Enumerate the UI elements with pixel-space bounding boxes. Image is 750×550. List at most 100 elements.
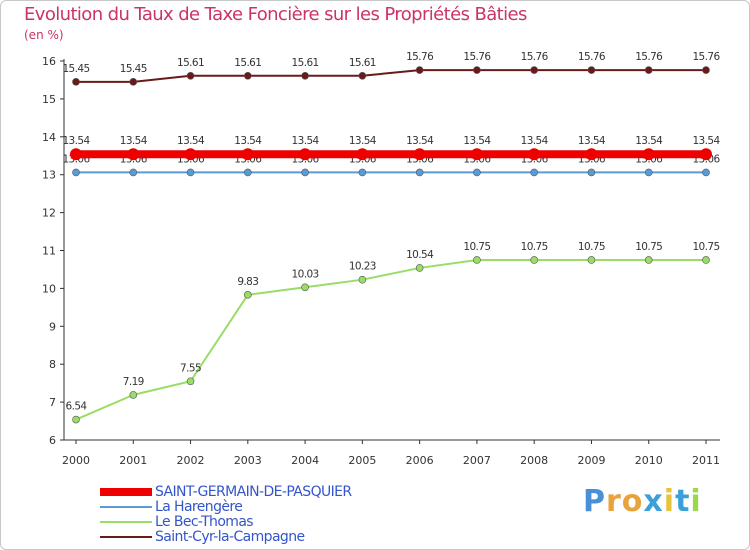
x-tick-label: 2001 (119, 454, 147, 467)
data-point (415, 168, 424, 177)
data-point (530, 168, 538, 177)
logo-letter: x (643, 484, 664, 519)
x-tick-label: 2003 (234, 454, 262, 467)
data-point (473, 66, 481, 74)
data-point (241, 148, 254, 161)
data-label: 10.75 (692, 241, 719, 253)
data-label: 13.54 (234, 135, 262, 147)
data-point (72, 168, 80, 177)
data-point (702, 168, 710, 177)
data-label: 13.54 (177, 135, 205, 147)
x-tick-label: 2007 (463, 454, 491, 467)
x-tick-label: 2004 (291, 454, 319, 467)
data-point (301, 283, 309, 292)
y-tick-label: 15 (42, 93, 56, 106)
data-point (530, 256, 538, 264)
data-point (530, 66, 538, 74)
y-tick-label: 14 (42, 131, 56, 144)
y-tick-label: 9 (49, 320, 56, 333)
x-tick-label: 2006 (406, 454, 434, 467)
legend-swatch (100, 488, 152, 496)
data-label: 15.76 (463, 51, 491, 63)
logo-letter: i (690, 484, 702, 519)
legend-label: Le Bec-Thomas (155, 514, 254, 530)
data-point (129, 391, 138, 399)
logo-letter: r (606, 484, 622, 519)
data-point (129, 168, 138, 177)
data-point (244, 168, 252, 177)
logo-letter: o (621, 484, 644, 519)
data-point (644, 168, 653, 177)
data-point (184, 148, 197, 161)
data-point (473, 168, 481, 177)
legend-swatch (100, 521, 152, 523)
series-line (75, 258, 706, 421)
legend-label: Saint-Cyr-la-Campagne (155, 529, 305, 545)
x-tick-label: 2008 (520, 454, 548, 467)
data-label: 10.75 (521, 241, 548, 253)
data-point (644, 66, 653, 74)
data-label: 15.45 (120, 63, 147, 75)
legend-label: SAINT-GERMAIN-DE-PASQUIER (155, 484, 352, 500)
data-label: 9.83 (237, 276, 258, 288)
series-line (76, 69, 706, 83)
data-point (356, 148, 369, 161)
data-point (587, 168, 596, 177)
y-tick-label: 8 (49, 358, 56, 371)
data-point (72, 415, 80, 424)
data-label: 10.75 (578, 241, 605, 253)
data-label: 15.76 (406, 51, 434, 63)
data-point (299, 148, 312, 161)
data-point (644, 256, 653, 264)
data-label: 13.54 (406, 135, 434, 147)
data-point (301, 168, 309, 177)
data-label: 15.76 (578, 51, 606, 63)
data-point (301, 71, 309, 80)
x-tick-label: 2000 (62, 454, 90, 467)
chart-title: Evolution du Taux de Taxe Foncière sur l… (24, 4, 527, 25)
data-label: 7.19 (123, 376, 144, 388)
data-point (70, 148, 82, 161)
data-point (129, 78, 138, 86)
data-point (528, 148, 541, 161)
data-point (358, 275, 367, 284)
data-label: 15.45 (62, 63, 89, 75)
data-label: 13.54 (463, 135, 491, 147)
data-point (127, 148, 140, 161)
logo-letter: t (675, 484, 691, 519)
data-point (415, 264, 424, 272)
data-point (587, 66, 596, 74)
data-label: 13.54 (692, 135, 720, 147)
y-tick-label: 16 (42, 55, 56, 68)
y-tick-label: 11 (42, 245, 56, 258)
unit-label: (en %) (24, 28, 64, 42)
logo-letter: P (583, 484, 606, 519)
x-tick-label: 2002 (177, 454, 205, 467)
data-point (473, 256, 481, 264)
data-label: 7.55 (180, 362, 201, 374)
y-tick-label: 13 (42, 169, 56, 182)
data-label: 15.61 (234, 57, 261, 69)
legend-swatch (100, 536, 152, 538)
data-point (585, 148, 598, 161)
data-point (702, 256, 710, 264)
data-label: 15.61 (177, 57, 204, 69)
data-point (244, 71, 252, 80)
y-tick-label: 6 (49, 434, 56, 447)
data-label: 6.54 (66, 401, 88, 413)
data-label: 10.23 (349, 261, 376, 273)
data-label: 13.54 (62, 135, 90, 147)
legend-label: La Harengère (155, 499, 243, 515)
y-tick-label: 12 (42, 207, 56, 220)
data-label: 13.54 (349, 135, 377, 147)
data-label: 13.54 (292, 135, 320, 147)
data-label: 13.54 (120, 135, 148, 147)
data-label: 10.75 (635, 241, 662, 253)
x-tick-label: 2009 (577, 454, 605, 467)
data-point (413, 148, 426, 161)
data-point (244, 291, 252, 299)
y-tick-label: 7 (49, 396, 56, 409)
data-label: 13.54 (521, 135, 549, 147)
data-point (186, 168, 195, 177)
